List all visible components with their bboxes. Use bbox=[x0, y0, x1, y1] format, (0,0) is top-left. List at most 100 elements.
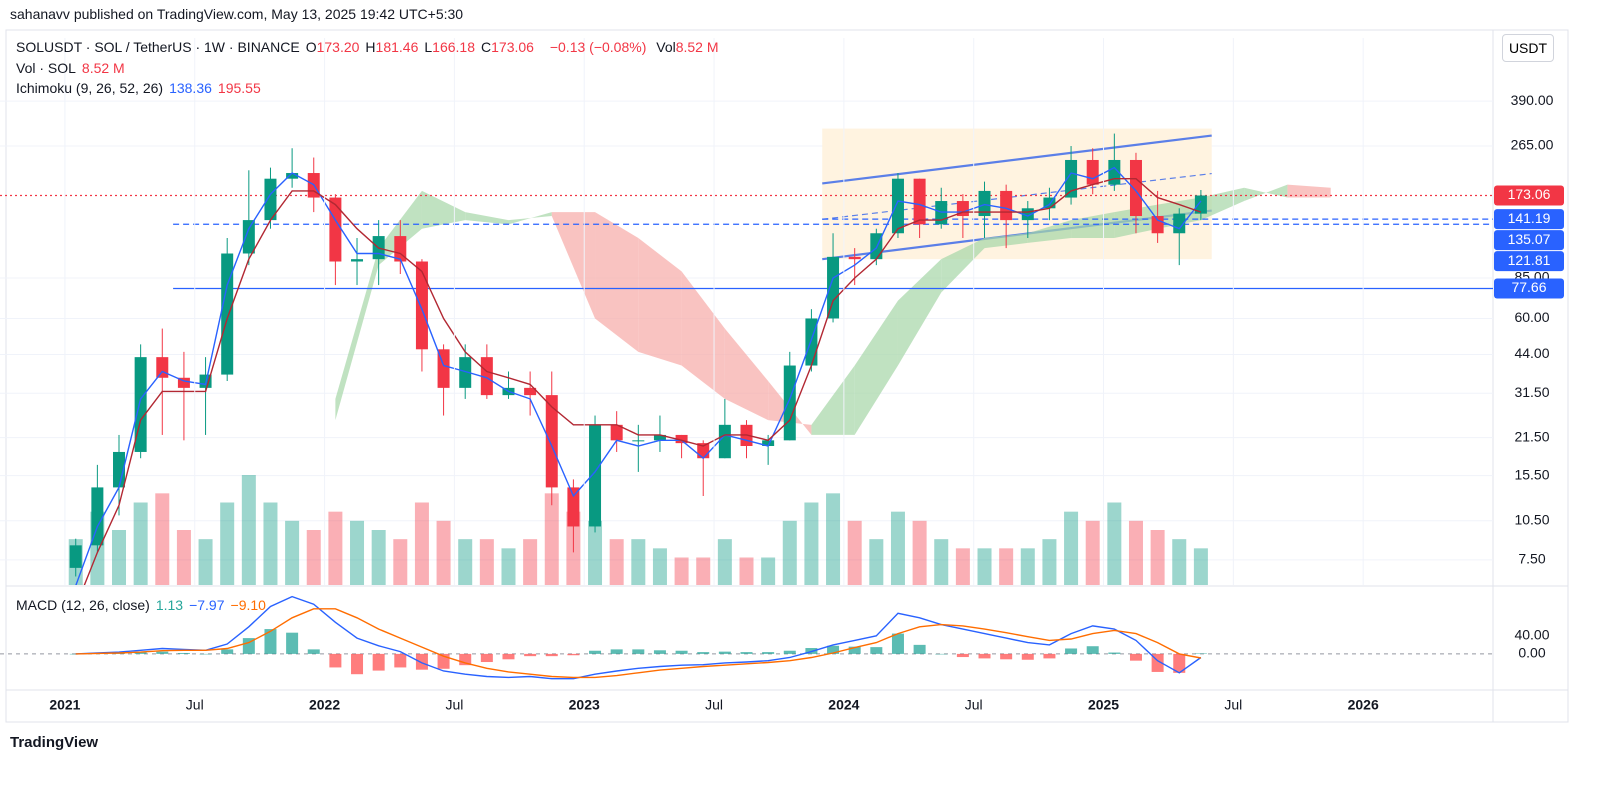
volume-bar bbox=[414, 502, 429, 585]
candle-body bbox=[718, 424, 731, 459]
vol-study-value: 8.52 M bbox=[81, 60, 125, 76]
histogram-bar bbox=[351, 653, 364, 675]
candle-body bbox=[589, 424, 602, 527]
volume-bar bbox=[263, 502, 278, 585]
candle-body bbox=[1194, 195, 1207, 214]
candle-body bbox=[783, 365, 796, 441]
axes: 390.00265.0085.0060.0044.0031.5021.5015.… bbox=[49, 92, 1564, 713]
volume-bar bbox=[696, 557, 711, 585]
histogram-bar bbox=[480, 653, 493, 663]
ohlc-key: L bbox=[424, 39, 433, 55]
volume-bar bbox=[436, 520, 451, 585]
volume-bar bbox=[220, 502, 235, 585]
candle-body bbox=[1043, 197, 1056, 209]
volume-bar bbox=[1150, 530, 1165, 585]
volume-bar bbox=[176, 530, 191, 585]
histogram-bar bbox=[740, 652, 753, 654]
symbol: SOLUSDT · SOL / TetherUS · 1W · BINANCE bbox=[16, 39, 300, 55]
cloud-segment bbox=[724, 328, 769, 421]
histogram-bar bbox=[1129, 653, 1142, 661]
candle-body bbox=[242, 220, 255, 254]
candle-body bbox=[1021, 208, 1034, 221]
candle-body bbox=[545, 395, 558, 488]
y-tick-label: 10.50 bbox=[1514, 512, 1549, 528]
volume-bar bbox=[847, 520, 862, 585]
histogram-bar bbox=[589, 650, 602, 654]
candle-body bbox=[978, 190, 991, 217]
ohlc-value: 173.20 bbox=[316, 39, 360, 55]
histogram-bar bbox=[1021, 653, 1034, 660]
cloud-segment bbox=[1027, 220, 1072, 243]
volume-bar bbox=[1042, 539, 1057, 585]
volume-bar bbox=[609, 539, 624, 585]
volume-bar bbox=[1020, 548, 1035, 585]
volume-bar bbox=[934, 539, 949, 585]
histogram-bar bbox=[891, 633, 904, 654]
currency-button[interactable]: USDT bbox=[1502, 34, 1554, 62]
volume-bar bbox=[328, 511, 343, 585]
x-tick-label: Jul bbox=[705, 697, 723, 713]
line-series bbox=[75, 595, 1202, 680]
volume-bar bbox=[133, 502, 148, 585]
volume-bar bbox=[523, 539, 538, 585]
frame bbox=[5, 29, 1569, 723]
histogram-bar bbox=[134, 652, 147, 654]
histogram-bar bbox=[913, 644, 926, 654]
line-series bbox=[83, 178, 1202, 585]
volume-bar bbox=[890, 511, 905, 585]
histogram-bar bbox=[783, 650, 796, 654]
histogram-bar bbox=[1108, 652, 1121, 654]
volume-bar bbox=[1172, 539, 1187, 585]
volume-bar bbox=[804, 502, 819, 585]
x-tick-label: Jul bbox=[965, 697, 983, 713]
histogram-bar bbox=[156, 651, 169, 654]
histogram-bar bbox=[415, 653, 428, 670]
histogram-bar bbox=[502, 653, 515, 660]
histogram-bar bbox=[1194, 653, 1207, 654]
y-tick-label: 21.50 bbox=[1514, 428, 1549, 444]
ohlc-value: 166.18 bbox=[432, 39, 475, 55]
cloud-segment bbox=[508, 212, 552, 225]
histogram-bar bbox=[1173, 653, 1186, 673]
legend-volume: Vol · SOL 8.52 M bbox=[16, 60, 131, 76]
volume-bar bbox=[588, 520, 603, 585]
histogram-bar bbox=[935, 653, 948, 655]
candle-body bbox=[351, 259, 364, 262]
histogram-bar bbox=[762, 652, 775, 654]
published-note: sahanavv published on TradingView.com, M… bbox=[10, 6, 464, 22]
histogram-bar bbox=[1000, 653, 1013, 660]
candle-body bbox=[848, 256, 861, 260]
cloud-segment bbox=[681, 271, 725, 399]
brand: TradingView bbox=[10, 734, 99, 751]
volume-bar bbox=[198, 539, 213, 585]
candle-body bbox=[286, 173, 299, 179]
candle-body bbox=[1000, 190, 1013, 221]
volume-bar bbox=[869, 539, 884, 585]
price-tag bbox=[1494, 209, 1564, 230]
price-tag-label: 121.81 bbox=[1508, 252, 1551, 268]
volume-bar bbox=[458, 539, 473, 585]
vol-key: Vol bbox=[656, 39, 676, 55]
volume-bar bbox=[652, 548, 667, 585]
volume-bar bbox=[112, 530, 127, 585]
price-pane bbox=[0, 38, 1493, 585]
histogram-bar bbox=[632, 649, 645, 654]
candle-body bbox=[177, 377, 190, 388]
candle-body bbox=[524, 387, 537, 396]
candle-body bbox=[1065, 159, 1078, 198]
histogram-bar bbox=[675, 650, 688, 654]
cloud-segment bbox=[638, 237, 682, 366]
histogram-bar bbox=[1043, 653, 1056, 659]
histogram-bar bbox=[1086, 646, 1099, 654]
histogram-bar bbox=[545, 653, 558, 657]
trend-line bbox=[822, 134, 1212, 185]
candle-body bbox=[632, 440, 645, 442]
candle-body bbox=[91, 487, 104, 546]
x-tick-label: 2026 bbox=[1348, 697, 1379, 713]
histogram-bar bbox=[199, 653, 212, 655]
candle-body bbox=[827, 256, 840, 319]
histogram-bar bbox=[177, 652, 190, 654]
ichimoku: Ichimoku (9, 26, 52, 26) bbox=[16, 80, 164, 96]
line-series bbox=[75, 608, 1202, 679]
